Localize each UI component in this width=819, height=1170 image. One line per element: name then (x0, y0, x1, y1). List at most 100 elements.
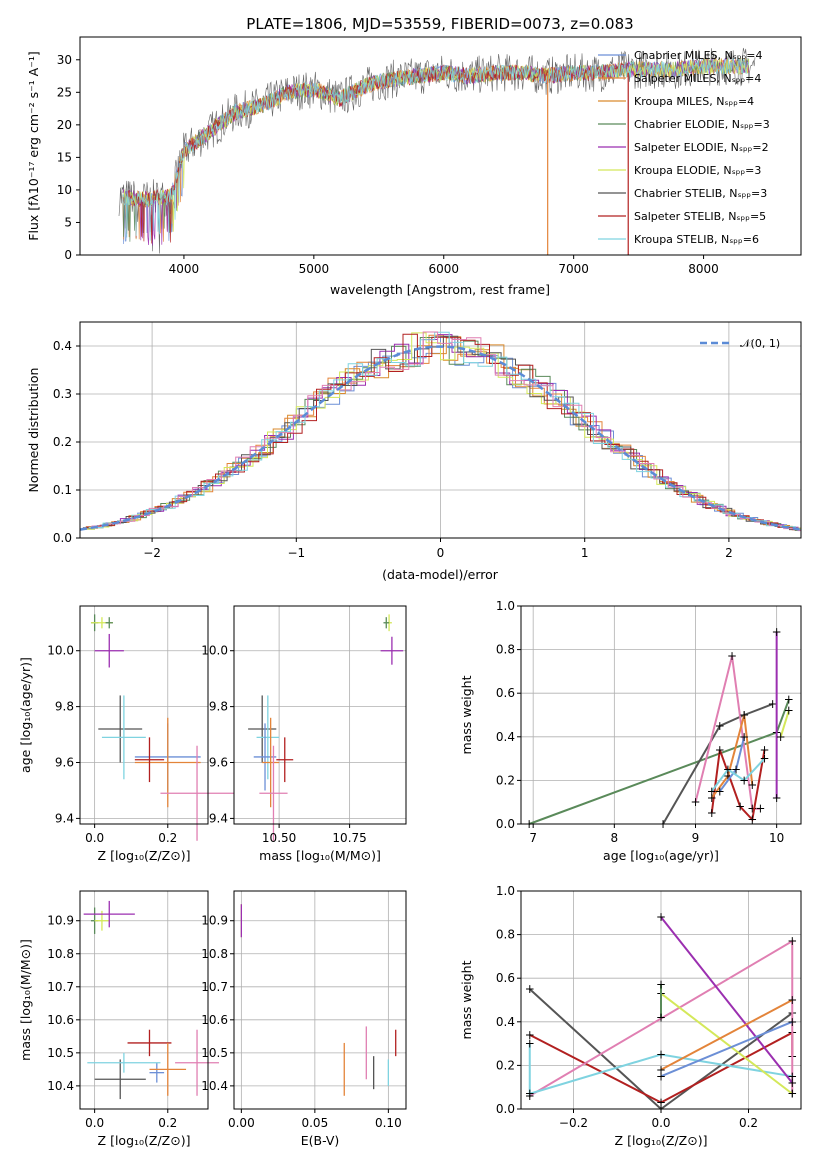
mass-z-panel-ytick-label: 10.5 (47, 1046, 74, 1060)
spectrum-xtick-label: 8000 (688, 262, 719, 276)
mw-z-line (660, 916, 794, 1084)
mw-age-line (662, 703, 773, 825)
mass-ebv-panel-marks (240, 904, 397, 1096)
age-mass-panel-ytick-label: 9.8 (209, 700, 228, 714)
age-z-panel-ytick-label: 9.8 (55, 700, 74, 714)
residual-hist-2 (85, 336, 801, 531)
residual-xtick-label: 2 (725, 546, 733, 560)
age-mass-panel-xlabel: mass [log₁₀(M/M⊙)] (259, 848, 381, 863)
mw-z-panel-ytick-label: 1.0 (496, 884, 515, 898)
residual-ytick-label: 0.0 (53, 531, 72, 545)
spectrum-panel: PLATE=1806, MJD=53559, FIBERID=0073, z=0… (26, 15, 802, 297)
spectrum-lines (118, 47, 756, 255)
residual-hist-3 (88, 336, 801, 531)
mass-ebv-panel-xtick-label: 0.00 (228, 1116, 255, 1130)
mass-z-panel-ytick-label: 10.6 (47, 1013, 74, 1027)
residual-ytick-label: 0.1 (53, 483, 72, 497)
age-mass-panel-frame (233, 605, 407, 825)
mw-age-marker: + (776, 730, 786, 744)
mass-ebv-panel-xlabel: E(B-V) (301, 1133, 340, 1148)
residual-panel: −2 −1 0 1 2 0.0 0.1 0.2 0.3 0.4 (data-model)/erro… (26, 321, 802, 582)
mw-age-marker: + (747, 802, 757, 816)
mw-age-panel-ytick-label: 0.0 (496, 817, 515, 831)
mw-age-panel-marks: +++++++++++++++++++++++++++++++ (524, 625, 794, 831)
mw-age-line (710, 757, 766, 792)
residual-hist-7 (85, 333, 801, 531)
spectrum-series-8 (122, 57, 750, 241)
mw-z-panel-ytick-label: 0.6 (496, 971, 515, 985)
mw-z-line (660, 1020, 793, 1078)
mw-age-marker: + (707, 784, 717, 798)
mass-z-panel-ytick-label: 10.8 (47, 947, 74, 961)
mass-z-panel: 0.0 0.2 10.4 10.5 10.6 10.7 10.8 10.9 Z [log₁₀(Z… (18, 890, 219, 1148)
mw-age-marker: + (715, 719, 725, 733)
mw-age-line (710, 714, 754, 799)
mw-age-marker: + (727, 649, 737, 663)
mw-age-panel-xtick-label: 8 (611, 831, 619, 845)
spectrum-xtick-label: 7000 (558, 262, 589, 276)
mass-z-panel-marks (83, 900, 219, 1100)
mw-age-marker: + (723, 769, 733, 783)
mass-ebv-panel-ytick-label: 10.6 (201, 1013, 228, 1027)
mw-age-marker: + (747, 813, 757, 827)
mw-age-marker: + (715, 743, 725, 757)
age-mass-panel-xtick-label: 10.75 (332, 831, 366, 845)
mw-age-marker: + (768, 697, 778, 711)
mw-age-marker: + (723, 763, 733, 777)
mass-ebv-panel-frame (233, 890, 407, 1110)
spectrum-ytick-label: 25 (57, 85, 72, 99)
spectrum-xtick-label: 4000 (169, 262, 200, 276)
spectrum-legend-label: Kroupa STELIB, Nₛₚₚ=6 (634, 233, 759, 246)
mw-age-panel-xtick-label: 10 (769, 831, 784, 845)
mass-ebv-panel-ytick-label: 10.5 (201, 1046, 228, 1060)
age-mass-panel-ytick-label: 9.4 (209, 811, 228, 825)
mw-age-marker: + (739, 730, 749, 744)
age-z-panel-ytick-label: 9.4 (55, 811, 74, 825)
mass-z-panel-ytick-label: 10.4 (47, 1079, 74, 1093)
mw-z-marker: + (787, 1015, 797, 1029)
mw-age-marker: + (739, 708, 749, 722)
mw-z-marker: + (656, 910, 666, 924)
mw-age-line (710, 749, 766, 822)
spectrum-xlabel: wavelength [Angstrom, rest frame] (330, 282, 550, 297)
residual-ytick-label: 0.2 (53, 435, 72, 449)
spectrum-ytick-label: 20 (57, 118, 72, 132)
mw-z-line (660, 992, 793, 1095)
mw-z-marker: + (525, 1037, 535, 1051)
mass-ebv-panel-xtick-label: 0.05 (301, 1116, 328, 1130)
age-z-panel-ytick-label: 9.6 (55, 756, 74, 770)
mw-age-marker: + (784, 693, 794, 707)
age-z-panel-xlabel: Z [log₁₀(Z/Z⊙)] (98, 848, 191, 863)
residual-xtick-label: 0 (437, 546, 445, 560)
mw-age-marker: + (772, 625, 782, 639)
residual-xlabel: (data-model)/error (382, 567, 499, 582)
mw-age-panel-ytick-label: 1.0 (496, 599, 515, 613)
residual-ytick-label: 0.3 (53, 387, 72, 401)
mass-z-panel-ytick-label: 10.9 (47, 914, 74, 928)
residual-xtick-label: 1 (581, 546, 589, 560)
mw-age-line (694, 655, 761, 810)
mw-z-panel: ++++++++++++++++++++++++−0.2 0.0 0.2 0.0 0.2… (459, 884, 802, 1148)
residual-hist-9 (91, 331, 801, 532)
mw-age-marker: + (784, 704, 794, 718)
spectrum-xtick-label: 6000 (428, 262, 459, 276)
mw-z-marker: + (656, 1069, 666, 1083)
mw-age-line (779, 710, 790, 738)
mass-ebv-panel-ytick-label: 10.9 (201, 914, 228, 928)
mw-z-marker: + (525, 1089, 535, 1103)
mw-z-panel-ytick-label: 0.8 (496, 928, 515, 942)
residual-xtick-label: −2 (143, 546, 161, 560)
spectrum-title: PLATE=1806, MJD=53559, FIBERID=0073, z=0… (246, 15, 633, 33)
age-mass-panel-marks (248, 614, 404, 841)
mw-z-marker: + (656, 1095, 666, 1109)
residual-histograms (79, 331, 802, 532)
age-z-panel-xtick-label: 0.0 (85, 831, 104, 845)
mw-z-panel-ylabel: mass weight (459, 960, 474, 1039)
mw-age-panel-xtick-label: 7 (529, 831, 537, 845)
residual-ytick-label: 0.4 (53, 339, 72, 353)
mw-age-panel-ylabel: mass weight (459, 675, 474, 754)
residual-legend: 𝒩(0, 1) (700, 337, 780, 350)
mass-z-panel-xtick-label: 0.2 (158, 1116, 177, 1130)
spectrum-series-7 (122, 62, 629, 244)
spectrum-legend-label: Kroupa MILES, Nₛₚₚ=4 (634, 95, 754, 108)
